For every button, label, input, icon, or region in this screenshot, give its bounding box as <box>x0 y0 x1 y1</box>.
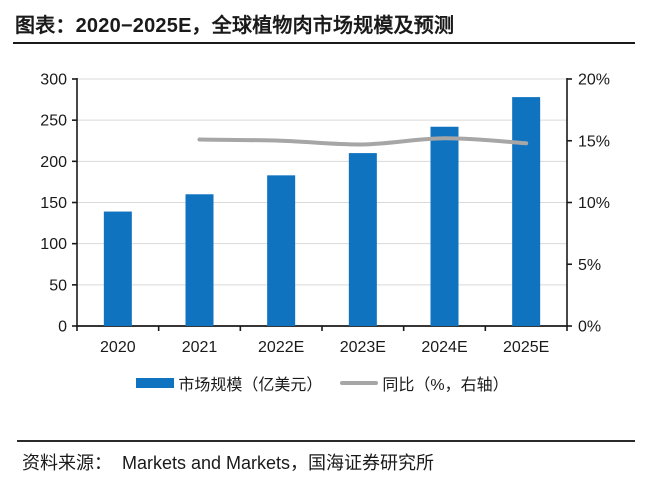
bar-market-size <box>348 153 377 326</box>
y-axis-left-tick-label: 100 <box>40 236 67 253</box>
y-axis-left-tick-label: 200 <box>40 154 67 171</box>
source-text: Markets and Markets，国海证券研究所 <box>122 453 435 473</box>
bar-market-size <box>103 211 132 326</box>
x-axis-category-label: 2024E <box>421 339 467 356</box>
x-axis-category-label: 2023E <box>340 339 386 356</box>
source-label: 资料来源： <box>22 453 112 473</box>
bar-market-size <box>185 194 214 326</box>
chart-legend: 市场规模（亿美元） 同比（%，右轴） <box>0 371 645 395</box>
bar-market-size <box>512 97 541 326</box>
y-axis-right-tick-label: 10% <box>578 195 610 212</box>
x-axis-category-label: 2021 <box>182 339 218 356</box>
bar-market-size <box>430 126 459 327</box>
bar-market-size <box>267 175 296 326</box>
y-axis-left-tick-label: 150 <box>40 195 67 212</box>
legend-label-market-size: 市场规模（亿美元） <box>178 377 323 394</box>
y-axis-left-tick-label: 50 <box>49 277 67 294</box>
legend-item-yoy: 同比（%，右轴） <box>340 371 509 395</box>
figure-title: 图表：2020−2025E，全球植物肉市场规模及预测 <box>15 15 455 37</box>
chart-canvas: 0 50 100 150 200 250 300 0% 5% 10% 15% 20% 2020 2021 2… <box>40 72 610 357</box>
line-series-swatch <box>340 381 379 385</box>
x-axis-category-label: 2020 <box>100 339 136 356</box>
y-axis-right-tick-label: 5% <box>578 257 601 274</box>
footer-divider <box>17 440 635 442</box>
y-axis-left-tick-label: 250 <box>40 113 67 130</box>
y-axis-left-tick-label: 0 <box>58 319 67 336</box>
bar-series-swatch <box>136 378 175 388</box>
legend-item-market-size: 市场规模（亿美元） <box>136 371 322 395</box>
x-axis-category-label: 2025E <box>503 339 549 356</box>
title-divider <box>13 42 635 44</box>
y-axis-left-tick-label: 300 <box>40 72 67 89</box>
yoy-trend-line <box>197 136 529 147</box>
y-axis-right-tick-label: 0% <box>578 319 601 336</box>
legend-label-yoy: 同比（%，右轴） <box>382 377 509 394</box>
y-axis-right-tick-label: 20% <box>578 72 610 89</box>
y-axis-right-tick-label: 15% <box>578 133 610 150</box>
x-axis-category-label: 2022E <box>258 339 304 356</box>
source-note: 资料来源： Markets and Markets，国海证券研究所 <box>22 449 434 475</box>
